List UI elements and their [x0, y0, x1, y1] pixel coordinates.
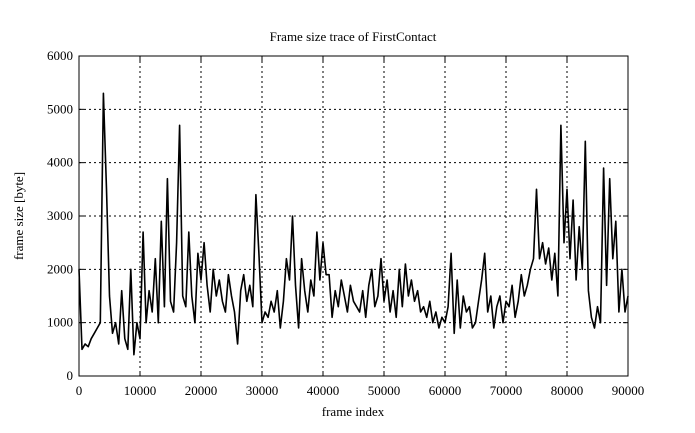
- y-tick-label: 2000: [47, 261, 73, 276]
- x-tick-label: 30000: [246, 383, 279, 398]
- chart-title: Frame size trace of FirstContact: [270, 29, 437, 44]
- x-tick-label: 40000: [307, 383, 340, 398]
- x-tick-label: 10000: [124, 383, 157, 398]
- x-tick-label: 80000: [551, 383, 584, 398]
- x-tick-label: 60000: [429, 383, 462, 398]
- y-axis-label: frame size [byte]: [11, 172, 26, 260]
- grid: [79, 56, 628, 376]
- y-tick-label: 5000: [47, 101, 73, 116]
- y-tick-label: 3000: [47, 208, 73, 223]
- x-axis-label: frame index: [322, 404, 385, 419]
- axis-ticks: 0 10000 20000 30000 40000 50000 60000 70000 8000…: [47, 48, 644, 398]
- x-tick-label: 0: [76, 383, 83, 398]
- plot-frame: [78, 55, 629, 377]
- x-tick-label: 20000: [185, 383, 218, 398]
- y-tick-label: 1000: [47, 315, 73, 330]
- x-tick-label: 50000: [368, 383, 401, 398]
- y-tick-label: 0: [67, 368, 74, 383]
- y-tick-label: 4000: [47, 155, 73, 170]
- x-tick-label: 70000: [490, 383, 523, 398]
- y-tick-label: 6000: [47, 48, 73, 63]
- x-tick-label: 90000: [612, 383, 645, 398]
- frame-size-trace: [78, 92, 629, 356]
